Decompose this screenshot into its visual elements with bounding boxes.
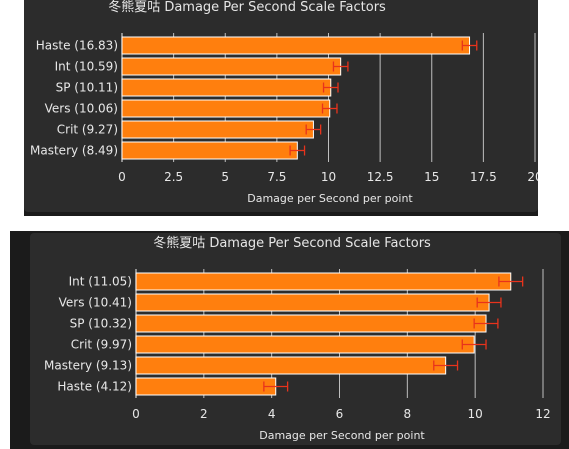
error-bar (263, 381, 289, 392)
x-tick-label: 0 (118, 170, 126, 184)
error-bar (322, 82, 339, 93)
error-bar (461, 339, 487, 350)
bar (135, 314, 487, 333)
category-label: Int (10.59) (55, 60, 118, 74)
error-bar (289, 145, 306, 156)
category-label: Vers (10.06) (45, 102, 118, 116)
bar (135, 335, 475, 354)
category-label: SP (10.11) (56, 81, 118, 95)
bar (135, 356, 447, 375)
x-tick-label: 2 (200, 407, 208, 421)
chart-svg-bottom: 冬熊夏咕 Damage Per Second Scale Factors Dam… (44, 235, 551, 442)
chart-title: 冬熊夏咕 Damage Per Second Scale Factors (108, 0, 386, 15)
x-tick-label: 12.5 (367, 170, 394, 184)
error-bar (321, 103, 338, 114)
x-tick-label: 10 (321, 170, 336, 184)
error-bar (498, 276, 524, 287)
x-tick-label: 20 (527, 170, 538, 184)
category-label: Mastery (9.13) (44, 359, 132, 373)
category-label: SP (10.32) (70, 317, 132, 331)
category-label: Haste (4.12) (57, 380, 132, 394)
chart-title: 冬熊夏咕 Damage Per Second Scale Factors (153, 235, 431, 251)
x-tick-label: 6 (336, 407, 344, 421)
x-tick-label: 4 (268, 407, 276, 421)
error-bar (461, 40, 478, 51)
bar (121, 120, 314, 139)
error-bar (473, 318, 499, 329)
category-label: Vers (10.41) (59, 296, 132, 310)
x-axis-label: Damage per Second per point (259, 429, 425, 442)
x-tick-label: 15 (424, 170, 439, 184)
error-bar (305, 124, 322, 135)
chart-svg-top: 冬熊夏咕 Damage Per Second Scale Factors Dam… (30, 0, 538, 205)
bar (121, 36, 471, 55)
chart-panel-bottom: 冬熊夏咕 Damage Per Second Scale Factors Dam… (10, 231, 569, 449)
x-axis-label: Damage per Second per point (247, 192, 413, 205)
category-label: Mastery (8.49) (30, 144, 118, 158)
bar (121, 141, 298, 160)
bar (121, 78, 332, 97)
x-tick-label: 2.5 (164, 170, 183, 184)
bar (135, 377, 277, 396)
x-tick-label: 12 (535, 407, 550, 421)
category-label: Crit (9.27) (57, 123, 118, 137)
x-tick-label: 10 (468, 407, 483, 421)
category-label: Crit (9.97) (71, 338, 132, 352)
x-tick-label: 5 (221, 170, 229, 184)
bar (135, 293, 490, 312)
bar (135, 272, 512, 291)
error-bar (476, 297, 502, 308)
chart-panel-top: 冬熊夏咕 Damage Per Second Scale Factors Dam… (24, 0, 538, 216)
error-bar (433, 360, 459, 371)
x-tick-label: 0 (132, 407, 140, 421)
bar (121, 57, 342, 76)
category-label: Haste (16.83) (36, 39, 118, 53)
bar (121, 99, 331, 118)
x-tick-label: 7.5 (267, 170, 286, 184)
error-bar (332, 61, 349, 72)
x-tick-label: 8 (404, 407, 412, 421)
category-label: Int (11.05) (69, 275, 132, 289)
x-tick-label: 17.5 (470, 170, 497, 184)
